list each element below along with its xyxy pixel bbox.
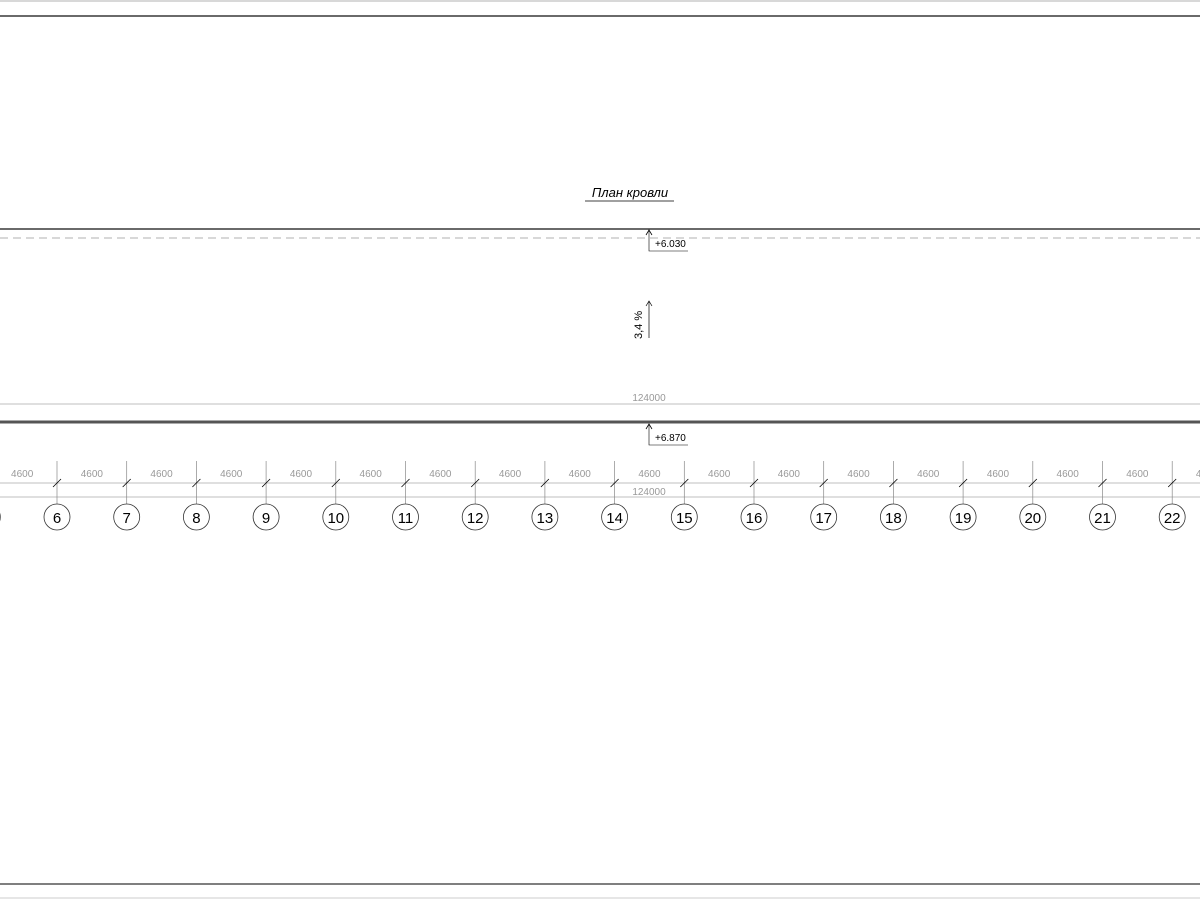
axis-bubble [810, 503, 838, 531]
dimension-tick [331, 478, 341, 488]
axis-bubble [322, 503, 350, 531]
axis-label: 16 [746, 510, 763, 527]
axis-bubble [670, 503, 698, 531]
dimension-tick [1167, 478, 1177, 488]
dimension-tick [261, 478, 271, 488]
axis-label: 10 [327, 510, 344, 527]
axis-bubble [392, 503, 419, 531]
axis-bubble [43, 503, 71, 531]
dimension-tick [192, 478, 201, 488]
axis-label: 18 [885, 510, 902, 527]
axis-bubble [1019, 503, 1047, 531]
dimension-tick [958, 478, 968, 488]
dimension-tick [401, 478, 410, 488]
axis-bubble [880, 503, 907, 531]
axis-label: 14 [606, 510, 623, 527]
slope-indicator: 3,4 % [633, 300, 653, 339]
drawing-title: План кровли [592, 185, 668, 200]
axis-bubble [461, 503, 489, 531]
axis-bubble [1158, 503, 1186, 531]
axis-bubble [949, 503, 977, 531]
axis-label: 7 [123, 510, 131, 527]
dimension-tick [52, 478, 62, 488]
axis-bubble [601, 503, 628, 531]
bay-dimension-label: 4600 [150, 469, 173, 480]
bay-dimension-label: 4600 [1196, 469, 1200, 480]
dimension-tick [1098, 478, 1107, 488]
axis-label: 15 [676, 510, 693, 527]
bay-dimension-label: 4600 [499, 469, 522, 480]
bay-dimension-label: 4600 [778, 469, 801, 480]
elevation-bottom-label: +6.870 [655, 433, 686, 444]
dimension-tick [680, 478, 689, 488]
bay-dimension-label: 4600 [917, 469, 940, 480]
dimension-tick [122, 478, 131, 488]
axis-bubble [182, 503, 210, 531]
bay-dimension-label: 4600 [847, 469, 870, 480]
grid-axes: 5460064600746008460094600104600114600124… [0, 461, 1200, 531]
elevation-marker-bottom: +6.870 [645, 423, 688, 446]
axis-label: 21 [1094, 510, 1111, 527]
dimension-tick [470, 478, 480, 488]
axis-label: 6 [53, 510, 61, 527]
axis-bubble [740, 503, 768, 531]
bay-dimension-label: 4600 [569, 469, 592, 480]
bay-dimension-label: 4600 [11, 469, 34, 480]
dimension-tick [889, 478, 898, 488]
bay-dimension-label: 4600 [429, 469, 452, 480]
bay-dimension-label: 4600 [81, 469, 104, 480]
axis-label: 17 [815, 510, 832, 527]
elevation-top-label: +6.030 [655, 239, 686, 250]
dimension-tick [1028, 478, 1038, 488]
bay-dimension-label: 4600 [1126, 469, 1149, 480]
slope-label: 3,4 % [633, 311, 645, 339]
overall-dimension-lower: 124000 [632, 487, 666, 498]
dimension-tick [819, 478, 828, 488]
bay-dimension-label: 4600 [360, 469, 383, 480]
bay-dimension-label: 4600 [638, 469, 661, 480]
elevation-marker-top: +6.030 [645, 229, 688, 252]
axis-bubble [252, 503, 280, 531]
bay-dimension-label: 4600 [220, 469, 243, 480]
bay-dimension-label: 4600 [1057, 469, 1080, 480]
overall-dimension-upper: 124000 [632, 393, 666, 404]
axis-label: 8 [192, 510, 200, 527]
dimension-tick [749, 478, 759, 488]
axis-bubble [113, 503, 141, 531]
axis-bubble [1089, 503, 1116, 531]
bay-dimension-label: 4600 [987, 469, 1010, 480]
axis-label: 19 [955, 510, 972, 527]
axis-label: 12 [467, 510, 484, 527]
axis-label: 22 [1164, 510, 1181, 527]
axis-label: 11 [398, 510, 414, 527]
dimension-tick [610, 478, 619, 488]
axis-bubble [531, 503, 559, 531]
axis-label: 9 [262, 510, 270, 527]
axis-label: 20 [1024, 510, 1041, 527]
dimension-tick [540, 478, 550, 488]
axis-label: 13 [537, 510, 554, 527]
bay-dimension-label: 4600 [708, 469, 731, 480]
bay-dimension-label: 4600 [290, 469, 313, 480]
